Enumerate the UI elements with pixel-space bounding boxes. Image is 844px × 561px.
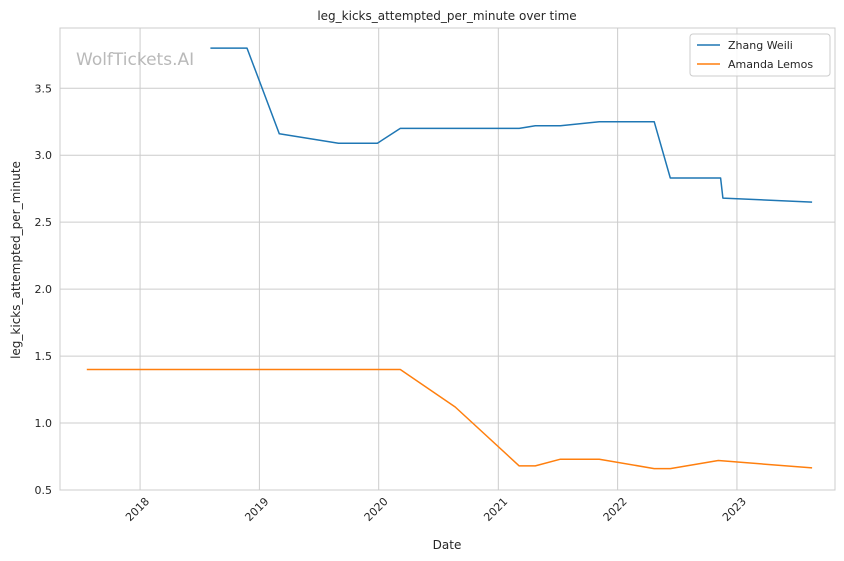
y-tick-label: 2.5 [35,216,53,229]
y-tick-label: 2.0 [35,283,53,296]
x-tick-label: 2021 [481,495,510,524]
x-axis-label: Date [433,538,462,552]
series-line-amanda-lemos [86,368,813,470]
chart-title: leg_kicks_attempted_per_minute over time [317,9,576,23]
x-tick-label: 2023 [720,495,749,524]
y-tick-label: 0.5 [35,484,53,497]
x-tick-label: 2020 [362,495,391,524]
x-tick-label: 2018 [123,495,152,524]
y-axis-ticks: 0.5 1.0 1.5 2.0 2.5 3.0 3.5 [35,82,53,497]
series-line-zhang-weili [210,47,813,203]
y-tick-label: 1.0 [35,417,53,430]
legend-entry-amanda-lemos: Amanda Lemos [728,58,813,71]
legend: Zhang Weili Amanda Lemos [689,33,831,77]
y-tick-label: 3.0 [35,149,53,162]
y-tick-label: 1.5 [35,350,53,363]
plot-area-frame [59,27,836,491]
watermark: WolfTickets.AI [76,50,194,70]
grid [60,28,835,491]
x-axis-ticks: 2018 2019 2020 2021 2022 2023 [123,495,749,524]
x-tick-label: 2019 [242,495,271,524]
x-tick-label: 2022 [601,495,630,524]
legend-entry-zhang-weili: Zhang Weili [728,39,793,52]
legend-frame [689,33,831,77]
series-layer [86,47,813,470]
y-axis-label: leg_kicks_attempted_per_minute [9,161,23,359]
y-tick-label: 3.5 [35,82,53,95]
